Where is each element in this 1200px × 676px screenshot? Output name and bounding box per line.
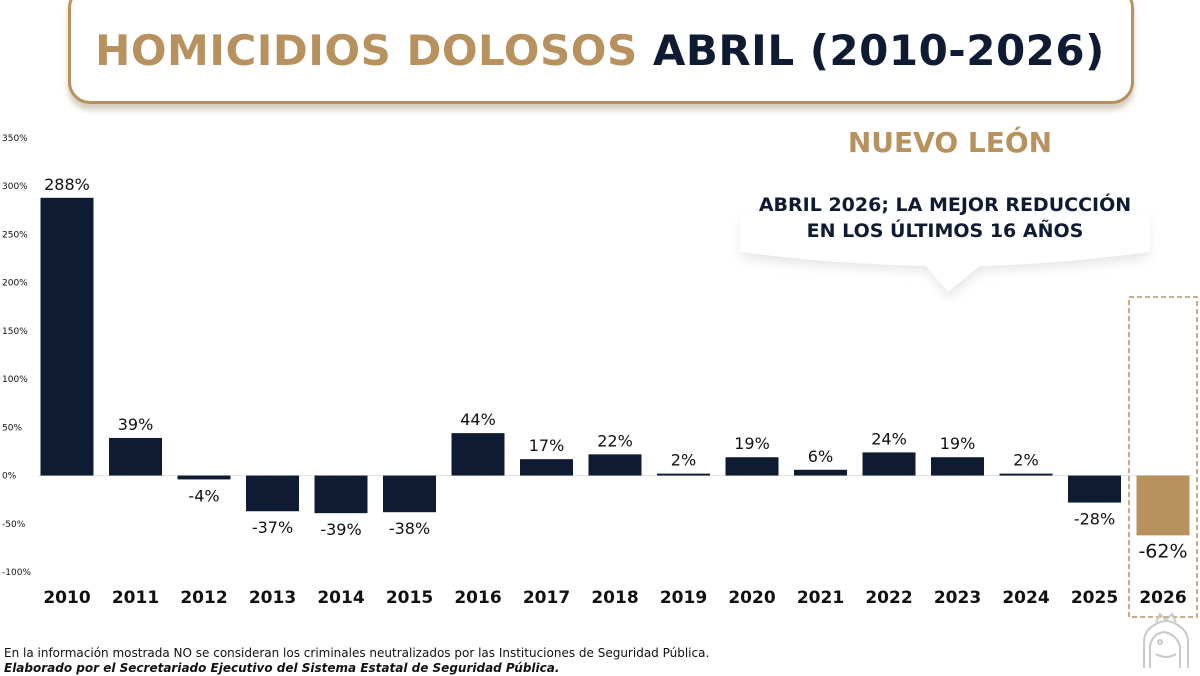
data-label-2011: 39%	[118, 415, 154, 434]
callout-line1: ABRIL 2026; LA MEJOR REDUCCIÓN	[758, 194, 1132, 216]
bar-2026	[1136, 475, 1190, 536]
y-tick-label: 50%	[2, 423, 22, 433]
callout-line2: EN LOS ÚLTIMOS 16 AÑOS	[806, 220, 1084, 242]
bar-2025	[1068, 475, 1121, 503]
data-label-2026: -62%	[1138, 540, 1187, 562]
x-tick-label-2026: 2026	[1139, 588, 1186, 608]
x-tick-label-2011: 2011	[112, 588, 159, 608]
lion-crest-logo	[1143, 612, 1189, 668]
data-label-2015: -38%	[389, 519, 430, 538]
x-tick-label-2016: 2016	[454, 588, 501, 608]
data-label-2014: -39%	[320, 520, 361, 539]
x-tick-label-2018: 2018	[591, 588, 638, 608]
callout-bubble	[740, 197, 1150, 298]
bar-2010	[40, 197, 94, 476]
y-tick-label: 250%	[2, 230, 28, 240]
data-label-2025: -28%	[1074, 510, 1115, 529]
bar-2016	[451, 433, 505, 476]
page-title: HOMICIDIOS DOLOSOS ABRIL (2010-2026)	[0, 26, 1200, 75]
y-tick-label: 150%	[2, 327, 28, 337]
x-tick-label-2013: 2013	[249, 588, 296, 608]
x-tick-label-2021: 2021	[797, 588, 844, 608]
x-tick-label-2020: 2020	[728, 588, 775, 608]
bar-2020	[725, 457, 779, 476]
x-tick-label-2017: 2017	[523, 588, 570, 608]
data-label-2024: 2%	[1013, 451, 1038, 470]
data-label-2018: 22%	[597, 431, 633, 450]
bar-2014	[314, 475, 368, 514]
y-tick-label: -100%	[2, 568, 31, 578]
y-tick-label: 100%	[2, 375, 28, 385]
data-label-2013: -37%	[252, 518, 293, 537]
title-part1: HOMICIDIOS DOLOSOS	[95, 26, 638, 75]
data-label-2010: 288%	[44, 175, 90, 194]
data-label-2021: 6%	[808, 447, 833, 466]
region-label: NUEVO LEÓN	[847, 126, 1053, 159]
x-tick-label-2019: 2019	[660, 588, 707, 608]
x-tick-label-2014: 2014	[317, 588, 364, 608]
bar-2018	[588, 454, 642, 476]
bar-2017	[520, 459, 573, 476]
x-tick-label-2024: 2024	[1002, 588, 1049, 608]
data-label-2023: 19%	[940, 434, 976, 453]
x-tick-label-2010: 2010	[43, 588, 90, 608]
bar-2015	[383, 475, 436, 513]
title-part2: ABRIL (2010-2026)	[652, 26, 1105, 75]
bar-2023	[931, 457, 984, 476]
bar-2011	[109, 437, 162, 476]
x-tick-label-2023: 2023	[934, 588, 981, 608]
callout-text: ABRIL 2026; LA MEJOR REDUCCIÓN EN LOS ÚL…	[730, 192, 1160, 244]
bar-2024	[999, 473, 1053, 476]
bar-2019	[657, 473, 710, 476]
data-label-2016: 44%	[460, 410, 496, 429]
y-tick-label: -50%	[2, 520, 26, 530]
footnote-disclaimer: En la información mostrada NO se conside…	[4, 646, 710, 660]
highlight-frame	[1128, 296, 1198, 618]
data-label-2020: 19%	[734, 434, 770, 453]
x-tick-label-2015: 2015	[386, 588, 433, 608]
x-tick-label-2012: 2012	[180, 588, 227, 608]
x-tick-label-2025: 2025	[1071, 588, 1118, 608]
data-label-2012: -4%	[188, 486, 219, 505]
data-label-2019: 2%	[671, 451, 696, 470]
x-tick-label-2022: 2022	[865, 588, 912, 608]
data-label-2022: 24%	[871, 429, 907, 448]
footnote-source: Elaborado por el Secretariado Ejecutivo …	[4, 661, 560, 675]
y-tick-label: 200%	[2, 279, 28, 289]
y-tick-label: 350%	[2, 134, 28, 144]
data-label-2017: 17%	[529, 436, 565, 455]
y-tick-label: 300%	[2, 182, 28, 192]
bar-2022	[862, 452, 916, 476]
bar-2013	[246, 475, 299, 512]
y-tick-label: 0%	[2, 472, 17, 482]
bar-2012	[177, 475, 231, 480]
bar-2021	[794, 469, 847, 476]
title-frame	[68, 0, 1134, 104]
